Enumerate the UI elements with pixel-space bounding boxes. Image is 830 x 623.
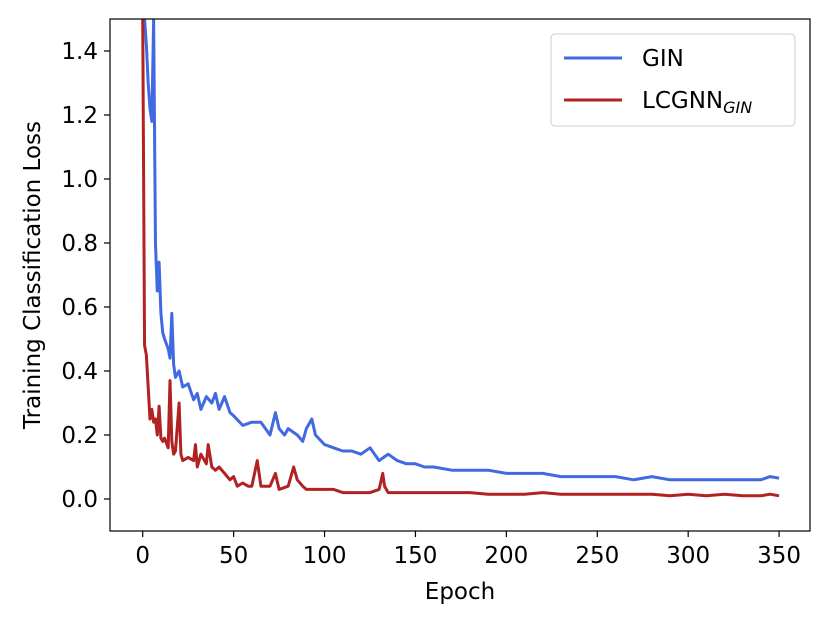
plot-frame	[109, 18, 811, 532]
y-tick-label: 0.4	[61, 359, 98, 385]
x-tick-label: 300	[666, 543, 710, 569]
y-tick-label: 0.2	[61, 423, 98, 449]
x-tick-label: 100	[303, 543, 347, 569]
y-tick-label: 0.0	[61, 487, 98, 513]
x-tick-label: 0	[135, 543, 150, 569]
y-tick-label: 1.0	[61, 167, 98, 193]
y-tick-label: 0.6	[61, 295, 98, 321]
plot-area	[141, 19, 780, 498]
y-axis-title: Training Classification Loss	[20, 121, 46, 430]
legend-label-lcgnn: LCGNNGIN	[642, 88, 752, 117]
legend: GIN LCGNNGIN	[550, 33, 796, 127]
series-line-gin	[142, 19, 780, 482]
y-tick-label: 1.2	[61, 103, 98, 129]
x-tick-label: 50	[219, 543, 248, 569]
x-tick-label: 150	[394, 543, 438, 569]
x-tick-label: 250	[575, 543, 619, 569]
x-axis-title: Epoch	[425, 579, 495, 605]
y-tick-label: 1.4	[61, 39, 98, 65]
x-axis: 0 50 100 150 200 250 300 350	[135, 531, 801, 569]
y-tick-label: 0.8	[61, 231, 98, 257]
x-tick-label: 350	[757, 543, 801, 569]
x-tick-label: 200	[484, 543, 528, 569]
legend-label-gin: GIN	[642, 46, 684, 72]
y-axis: 0.0 0.2 0.4 0.6 0.8 1.0 1.2 1.4	[61, 39, 110, 513]
series-line-lcgnn-gin	[141, 19, 780, 498]
